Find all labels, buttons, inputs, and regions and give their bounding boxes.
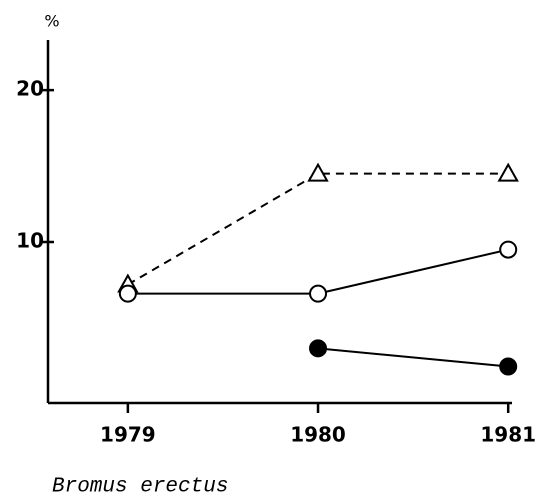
marker: [309, 339, 328, 358]
caption: Bromus erectus: [52, 476, 228, 499]
marker: [309, 284, 328, 303]
series-line: [317, 347, 509, 368]
y-axis-label: %: [44, 12, 59, 31]
marker: [118, 284, 137, 303]
y-tick-label: 10: [16, 229, 44, 253]
marker: [307, 162, 329, 182]
marker: [497, 162, 519, 182]
series-line: [127, 172, 509, 286]
y-tick-label: 20: [16, 77, 44, 101]
marker: [499, 357, 518, 376]
marker: [499, 240, 518, 259]
x-tick-label: 1979: [100, 423, 156, 447]
x-tick-label: 1980: [290, 423, 346, 447]
x-tick-label: 1981: [480, 423, 536, 447]
